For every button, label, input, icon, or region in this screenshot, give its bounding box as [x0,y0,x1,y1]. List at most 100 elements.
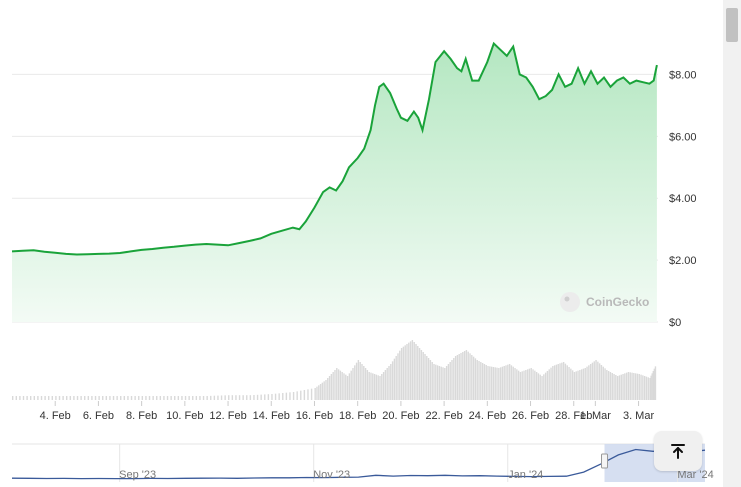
volume-bar [76,396,79,400]
volume-bar [456,355,459,400]
volume-bar [503,366,505,400]
navigator-handle[interactable] [601,453,609,469]
volume-bar [476,360,478,400]
price-line [11,41,658,256]
volume-bar [607,371,610,400]
volume-bar [444,368,446,400]
volume-bar [199,396,201,400]
volume-bar [314,388,316,400]
volume-bar [586,366,588,400]
volume-bar [606,370,608,400]
volume-bar [40,396,43,400]
volume-bar [127,396,129,400]
volume-bar [640,374,642,400]
volume-bar [577,370,579,400]
volume-bar [73,396,75,400]
volume-bar [620,374,622,400]
x-tick-label: 3. Mar [623,410,655,422]
volume-bar [472,356,475,400]
volume-bar [474,358,477,400]
volume-bar [613,374,615,400]
volume-bar [530,368,532,400]
volume-bar [510,365,513,400]
volume-bar [116,396,118,400]
scrollbar-thumb[interactable] [726,8,738,42]
volume-bar [598,363,601,400]
volume-bar [490,366,493,400]
volume-bar [516,369,518,400]
volume-bar [330,374,333,400]
volume-bar [278,393,280,400]
volume-bar [210,395,212,400]
volume-bar [629,372,631,400]
navigator[interactable]: Sep '23 Nov '23 Jan '24 Mar '24 [11,443,714,482]
volume-bar [120,396,122,400]
navigator-line [11,448,706,480]
volume-bar [507,364,509,400]
arrow-up-to-line-icon [671,444,685,459]
volume-bar [397,353,399,400]
volume-bar [537,373,540,400]
volume-bar [19,396,21,400]
volume-bar [343,373,345,400]
page-scrollbar[interactable] [723,0,741,487]
volume-bar [170,396,172,400]
volume-bar [436,365,439,400]
volume-bar [357,360,360,400]
volume-bar [539,374,541,400]
volume-bar [449,362,451,400]
volume-bar [645,376,648,400]
volume-bar [611,373,613,400]
volume-bar [296,391,298,400]
volume-bar [206,396,208,400]
volume-bar [433,364,435,400]
y-tick-label: $4.00 [669,193,697,205]
volume-bar [636,373,639,400]
volume-bar [494,367,496,400]
volume-bar [564,363,567,400]
volume-bar [543,374,545,400]
volume-bar [544,372,547,400]
y-tick-label: $6.00 [669,131,697,143]
volume-bar [541,376,543,400]
volume-bar [440,366,442,400]
volume-bar [12,396,14,400]
volume-bar [334,370,336,400]
x-tick-label: 12. Feb [209,410,246,422]
x-tick-label: 28. Feb [555,410,592,422]
volume-bar [26,396,28,400]
volume-bar [379,376,381,400]
volume-bar [138,396,140,400]
volume-bar [242,395,244,400]
volume-bar [37,396,39,400]
volume-bars [12,340,657,400]
x-tick-label: 18. Feb [339,410,376,422]
volume-bar [496,367,498,400]
scroll-to-top-button[interactable] [654,431,702,471]
volume-bar [318,385,320,400]
volume-bar [152,396,154,400]
x-tick-label: 22. Feb [425,410,462,422]
volume-bar [141,396,144,400]
volume-bar [535,372,538,400]
volume-bar [445,366,448,400]
volume-bar [323,381,325,400]
x-tick-label: 16. Feb [296,410,333,422]
volume-bar [377,375,379,400]
coingecko-logo-icon [560,292,580,312]
volume-bar [33,396,36,400]
volume-bar [390,364,392,400]
volume-bar [355,362,358,400]
volume-bar [562,362,565,400]
volume-bar [651,373,653,400]
volume-bar [489,366,491,400]
volume-bar [105,396,108,400]
volume-bar [84,396,86,400]
volume-bar [285,392,288,400]
volume-bar [192,396,194,400]
volume-bar [501,366,504,400]
volume-bar [534,370,536,400]
volume-bar [653,368,656,400]
volume-bar [400,348,403,400]
volume-bar [454,356,457,400]
